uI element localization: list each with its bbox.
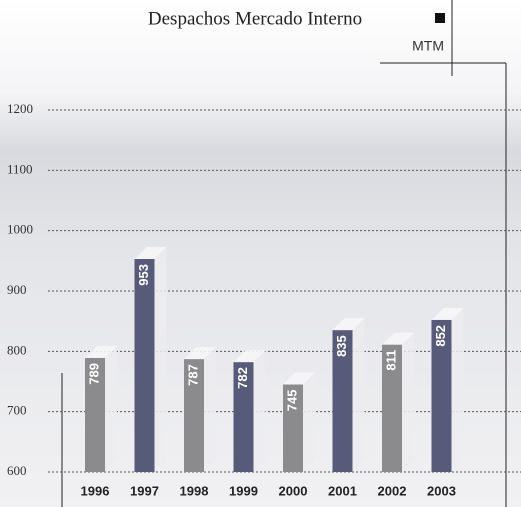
- bar: [382, 344, 402, 472]
- bar-side: [204, 347, 216, 472]
- legend-square: [435, 13, 445, 23]
- x-tick-label: 1997: [130, 483, 159, 498]
- x-tick-label: 1996: [81, 483, 110, 498]
- bar-top: [431, 307, 464, 320]
- value-label: 835: [334, 335, 349, 357]
- y-tick-label: 1000: [7, 222, 33, 237]
- chart-title: Despachos Mercado Interno: [148, 8, 362, 29]
- value-label: 745: [284, 390, 299, 412]
- bar-side: [303, 372, 315, 472]
- y-tick-label: 900: [7, 282, 27, 297]
- bar: [431, 319, 452, 472]
- value-label: 852: [433, 325, 448, 347]
- bar: [332, 330, 353, 472]
- bar-top: [283, 372, 315, 385]
- bar: [85, 357, 105, 472]
- x-tick-label: 1998: [180, 483, 209, 498]
- y-tick-label: 700: [7, 403, 27, 418]
- x-tick-label: 2002: [378, 483, 407, 498]
- bar-side: [105, 345, 117, 472]
- y-tick-label: 600: [7, 463, 27, 478]
- bar-top: [332, 318, 365, 331]
- x-tick-label: 1999: [229, 483, 258, 498]
- bar-top: [233, 350, 266, 363]
- x-tick-label: 2000: [279, 483, 308, 498]
- bar-side: [154, 247, 167, 472]
- bar-side: [451, 307, 464, 472]
- unit-label: MTM: [412, 38, 444, 54]
- value-label: 787: [185, 364, 200, 386]
- bar-side: [253, 350, 266, 472]
- bar: [283, 384, 303, 472]
- value-label: 789: [86, 363, 101, 385]
- y-tick-label: 1200: [7, 101, 33, 116]
- x-tick-label: 2001: [328, 483, 357, 498]
- bar: [184, 359, 204, 472]
- y-tick-label: 800: [7, 342, 27, 357]
- bar-top: [382, 332, 414, 345]
- bar-top: [85, 345, 117, 358]
- x-tick-label: 2003: [427, 483, 456, 498]
- bar: [233, 362, 254, 472]
- value-label: 782: [235, 367, 250, 389]
- bar-top: [184, 347, 216, 360]
- value-label: 811: [383, 350, 398, 371]
- bar-top: [134, 247, 167, 260]
- bar: [134, 259, 155, 472]
- value-label: 953: [136, 264, 151, 286]
- y-tick-label: 1100: [7, 161, 33, 176]
- bar-side: [352, 318, 365, 472]
- bar-side: [402, 332, 414, 472]
